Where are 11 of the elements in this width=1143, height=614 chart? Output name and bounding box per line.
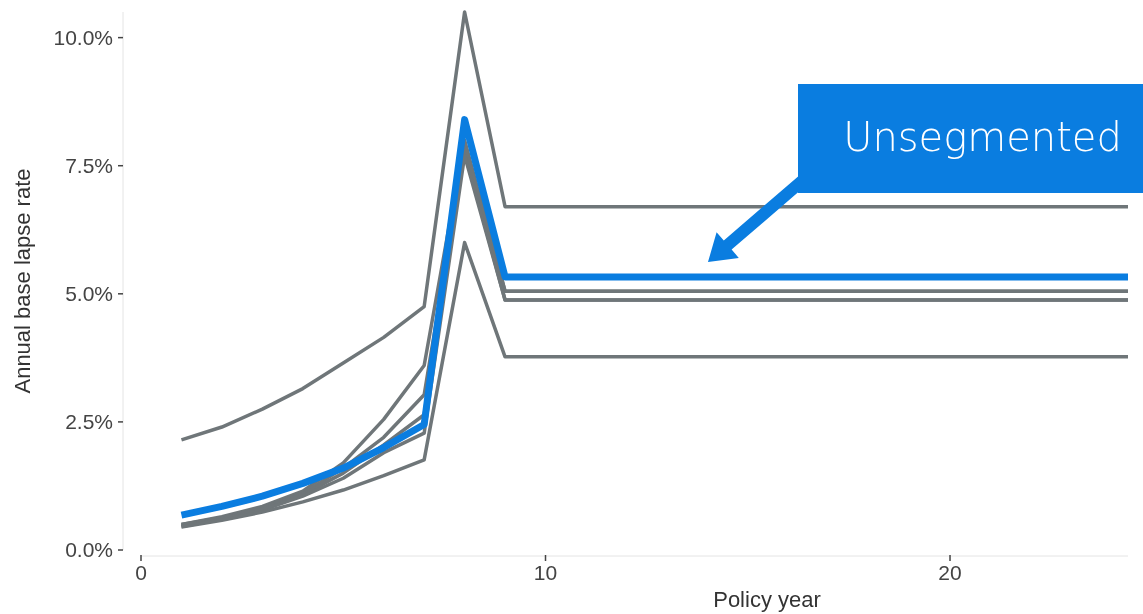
x-tick-label: 0 [135,561,147,584]
x-tick-label: 20 [938,561,962,584]
annotation: Unsegmented [843,114,1122,160]
x-axis-title: Policy year [713,587,821,612]
x-tick-label: 10 [533,561,558,584]
y-tick-label: 2.5% [65,410,113,434]
y-tick-label: 10.0% [53,25,113,49]
y-tick-label: 5.0% [65,282,113,306]
y-tick-label: 0.0% [65,538,113,562]
y-tick-label: 7.5% [65,154,113,178]
y-axis-title: Annual base lapse rate [10,168,35,394]
